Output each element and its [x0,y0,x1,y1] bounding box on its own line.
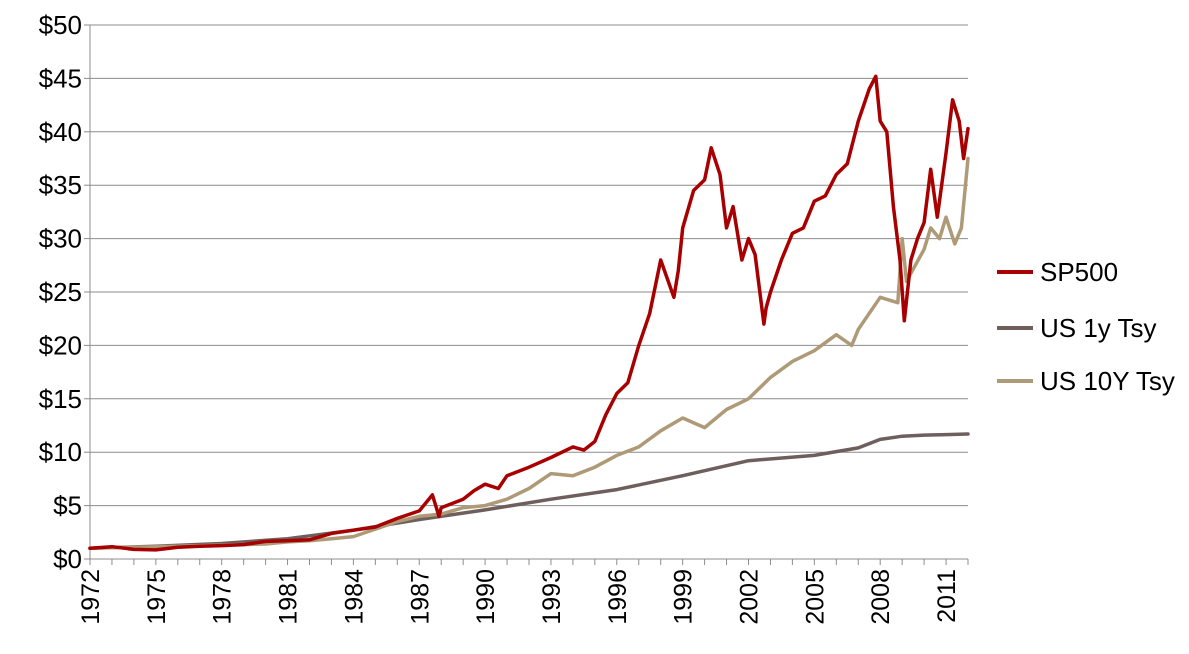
y-tick-label: $25 [39,277,82,307]
y-tick-label: $5 [53,491,82,521]
x-axis-ticks: 1972 1975 1978 1981 1984 1987 1990 1993 1996 1999… [77,559,969,625]
legend-item: US 1y Tsy [997,313,1157,343]
y-tick-label: $50 [39,10,82,40]
y-tick-label: $20 [39,330,82,360]
series-line-us-10y-tsy [88,156,970,551]
x-tick-label: 1981 [275,569,303,625]
y-tick-label: $0 [53,544,82,574]
legend-label: US 1y Tsy [1040,313,1157,343]
x-tick-label: 1990 [472,569,500,625]
gridlines [90,24,968,507]
x-tick-label: 1978 [209,569,237,625]
x-tick-label: 1999 [670,569,698,625]
legend-item: SP500 [997,257,1118,287]
x-tick-label: 1972 [77,569,105,625]
series-line-sp500 [88,74,970,552]
y-axis-ticks: $0 $5 $10 $15 $20 $25 $30 $35 $40 $45 $50 [39,10,90,574]
y-tick-label: $15 [39,384,82,414]
x-tick-label: 1996 [604,569,632,625]
y-tick-label: $30 [39,224,82,254]
x-tick-label: 1975 [143,569,171,625]
legend-label: SP500 [1040,257,1118,287]
y-tick-label: $45 [39,63,82,93]
x-tick-label: 1993 [538,569,566,625]
x-tick-label: 2002 [736,569,764,625]
x-tick-label: 1987 [406,569,434,625]
series-lines [88,74,970,552]
x-tick-label: 2011 [933,569,961,623]
x-tick-label: 1984 [340,569,368,625]
y-tick-label: $10 [39,437,82,467]
x-tick-label: 2008 [867,569,895,625]
series-line-us-1y-tsy [88,432,970,551]
y-tick-label: $35 [39,170,82,200]
legend: SP500 US 1y Tsy US 10Y Tsy [997,257,1175,396]
legend-item: US 10Y Tsy [997,366,1175,396]
legend-label: US 10Y Tsy [1040,366,1175,396]
x-tick-label: 2005 [801,569,829,625]
y-tick-label: $40 [39,117,82,147]
